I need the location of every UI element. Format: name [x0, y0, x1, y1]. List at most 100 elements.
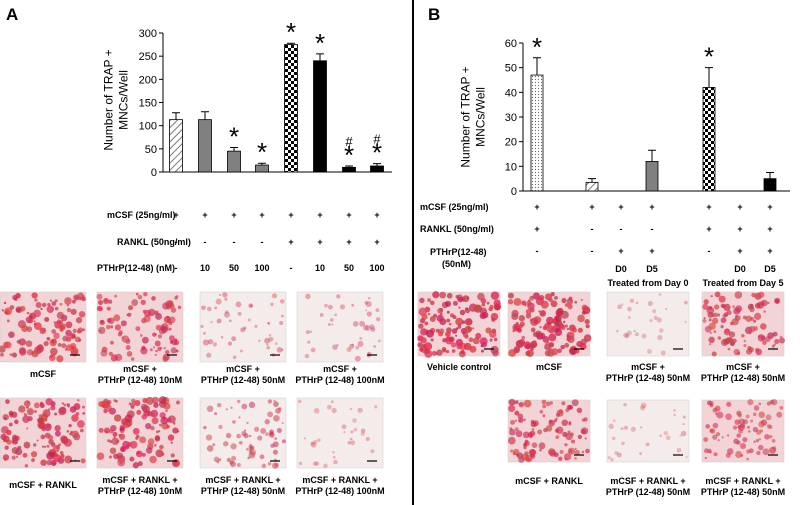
cell — [11, 352, 18, 358]
cell — [523, 442, 528, 447]
table-cell: + — [534, 224, 539, 234]
cell — [98, 306, 103, 312]
cell — [481, 341, 487, 348]
cell — [98, 427, 104, 433]
cell — [466, 296, 470, 299]
table-cell: - — [290, 263, 293, 273]
cell — [108, 351, 114, 357]
cell — [568, 421, 572, 424]
cell — [518, 456, 525, 463]
cell — [134, 400, 141, 407]
cell — [435, 352, 439, 355]
cell — [721, 305, 725, 308]
image-caption: mCSF + RANKL — [9, 480, 77, 490]
cell — [367, 351, 370, 355]
cell — [523, 341, 532, 350]
cell — [431, 350, 437, 356]
y-tick-label: 50 — [145, 144, 157, 156]
cell — [207, 306, 212, 312]
cell — [24, 413, 28, 417]
error-bar — [648, 149, 656, 162]
cell — [130, 402, 136, 408]
cell — [279, 321, 284, 326]
cell — [489, 304, 494, 310]
cell — [750, 316, 754, 321]
cell — [757, 444, 764, 451]
cell — [726, 337, 734, 344]
cell — [135, 436, 139, 440]
table-cell: - — [233, 237, 236, 247]
cell — [561, 419, 569, 427]
cell — [143, 291, 148, 297]
cell — [424, 321, 429, 326]
cell — [339, 304, 346, 310]
cell — [574, 300, 578, 304]
cell — [113, 414, 122, 422]
cell — [581, 450, 585, 454]
cell — [682, 415, 686, 419]
cell — [113, 399, 117, 402]
cell — [118, 330, 123, 335]
cell — [172, 421, 176, 425]
bar — [645, 160, 659, 192]
cell — [746, 449, 751, 454]
cell — [640, 426, 643, 429]
cell — [154, 340, 161, 347]
cell — [738, 424, 745, 431]
cell — [720, 317, 727, 324]
cell — [51, 340, 55, 344]
cell — [267, 321, 270, 324]
cell — [758, 420, 765, 428]
cell — [703, 299, 709, 305]
cell — [236, 433, 241, 439]
cell — [457, 325, 462, 329]
cell — [35, 344, 44, 353]
cell — [558, 409, 564, 414]
table-cell: 100 — [369, 263, 384, 273]
cell — [157, 430, 161, 433]
cell — [5, 399, 10, 404]
cell — [268, 334, 272, 337]
cell — [539, 448, 542, 452]
cell — [228, 319, 232, 323]
cell — [539, 326, 542, 329]
cell — [753, 319, 757, 323]
cell — [548, 419, 555, 427]
cell — [635, 301, 639, 305]
cell — [472, 327, 475, 330]
cell — [364, 300, 369, 305]
image-caption: PTHrP (12-48) 50nM — [606, 373, 690, 383]
cell — [658, 293, 662, 296]
cell — [513, 297, 522, 306]
cell — [249, 446, 253, 451]
cell — [514, 400, 519, 405]
cell — [333, 459, 338, 465]
cell — [760, 335, 766, 341]
cell — [479, 312, 487, 320]
cell — [137, 461, 143, 467]
cell — [232, 420, 236, 424]
cell — [553, 419, 557, 423]
cell — [712, 407, 718, 413]
cell — [557, 348, 562, 353]
cell — [769, 399, 775, 405]
cell — [489, 338, 493, 342]
cell — [314, 461, 320, 466]
cell — [235, 301, 242, 308]
cell — [750, 419, 754, 423]
cell — [480, 349, 485, 353]
cell — [163, 346, 166, 350]
cell — [555, 315, 562, 322]
cell — [6, 429, 12, 436]
cell — [584, 319, 590, 325]
table-cell: + — [589, 202, 594, 212]
cell — [41, 413, 48, 421]
cell — [72, 328, 77, 333]
error-bar — [533, 57, 541, 76]
cell — [458, 323, 462, 327]
cell — [30, 451, 38, 458]
cell — [436, 314, 444, 322]
cell — [776, 411, 783, 418]
cell — [742, 437, 748, 443]
cell — [210, 320, 213, 324]
